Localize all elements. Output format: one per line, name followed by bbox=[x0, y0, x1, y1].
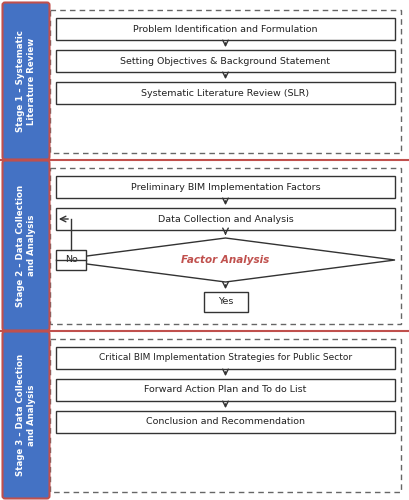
Text: Forward Action Plan and To do List: Forward Action Plan and To do List bbox=[144, 386, 307, 394]
FancyBboxPatch shape bbox=[2, 160, 49, 330]
Bar bbox=[50, 168, 401, 324]
Bar bbox=[56, 50, 395, 72]
Text: Preliminary BIM Implementation Factors: Preliminary BIM Implementation Factors bbox=[131, 182, 320, 192]
Bar bbox=[56, 82, 395, 104]
Text: Yes: Yes bbox=[218, 298, 233, 306]
Bar bbox=[50, 10, 401, 153]
Bar bbox=[56, 379, 395, 401]
FancyBboxPatch shape bbox=[2, 2, 49, 160]
Bar bbox=[204, 292, 247, 312]
Text: Factor Analysis: Factor Analysis bbox=[181, 255, 270, 265]
Text: Systematic Literature Review (SLR): Systematic Literature Review (SLR) bbox=[142, 88, 310, 98]
Text: Stage 2 – Data Collection
and Analysis: Stage 2 – Data Collection and Analysis bbox=[16, 184, 36, 306]
Bar bbox=[56, 347, 395, 369]
Bar bbox=[56, 18, 395, 40]
Text: Data Collection and Analysis: Data Collection and Analysis bbox=[157, 214, 293, 224]
Bar bbox=[50, 339, 401, 492]
Text: Stage 3 – Data Collection
and Analysis: Stage 3 – Data Collection and Analysis bbox=[16, 354, 36, 476]
Text: Problem Identification and Formulation: Problem Identification and Formulation bbox=[133, 24, 318, 34]
Text: Setting Objectives & Background Statement: Setting Objectives & Background Statemen… bbox=[121, 56, 330, 66]
FancyBboxPatch shape bbox=[2, 332, 49, 498]
Bar bbox=[56, 176, 395, 198]
Polygon shape bbox=[56, 238, 395, 282]
Text: Critical BIM Implementation Strategies for Public Sector: Critical BIM Implementation Strategies f… bbox=[99, 354, 352, 362]
Bar bbox=[56, 208, 395, 230]
Text: Conclusion and Recommendation: Conclusion and Recommendation bbox=[146, 418, 305, 426]
Text: Stage 1 – Systematic
Literature Review: Stage 1 – Systematic Literature Review bbox=[16, 30, 36, 132]
Bar bbox=[56, 250, 86, 270]
Bar bbox=[56, 411, 395, 433]
Text: No: No bbox=[65, 256, 77, 264]
